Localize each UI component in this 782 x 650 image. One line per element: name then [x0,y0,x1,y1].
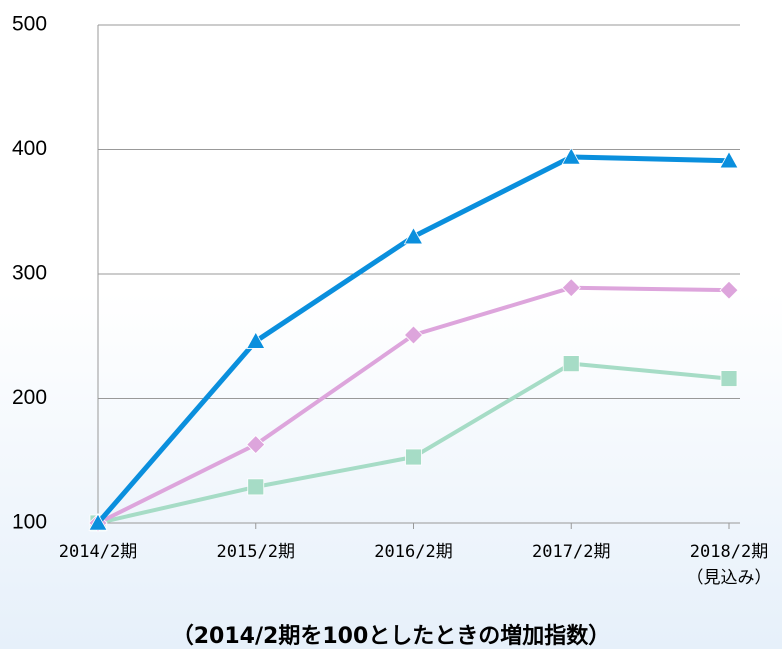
marker [403,325,424,345]
series-line [97,361,730,525]
x-tick-label: 2018/2期 （見込み） [686,542,772,588]
x-tick-label: 2017/2期 [532,542,611,562]
x-axis-label: （2014/2期を100としたときの増加指数） [171,624,611,649]
y-tick-label: 400 [12,137,47,160]
marker [562,355,580,373]
series-line [97,285,730,525]
y-tick-label: 300 [12,262,47,285]
marker [88,513,108,531]
marker [246,331,266,349]
y-tick-label: 200 [12,386,47,409]
marker [403,226,424,245]
marker [405,448,422,466]
x-tick-label: 2015/2期 [216,542,295,562]
marker [561,147,581,165]
marker [247,478,265,496]
x-tick-label: 2014/2期 [58,542,138,562]
marker [246,434,266,455]
marker [719,280,739,300]
marker [719,150,739,169]
y-tick-label: 100 [12,511,47,534]
marker [561,278,581,298]
y-tick-label: 500 [12,13,47,36]
marker [720,370,738,387]
x-tick-label: 2016/2期 [374,542,453,562]
